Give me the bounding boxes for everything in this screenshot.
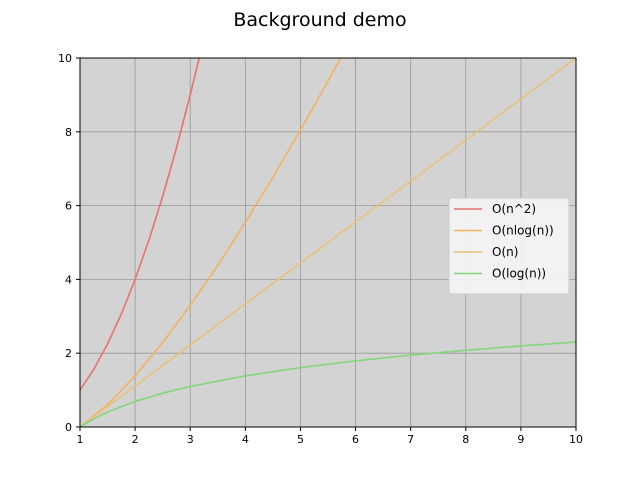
y-tick-label: 8 xyxy=(65,126,72,139)
x-tick-label: 10 xyxy=(569,433,583,446)
y-tick-label: 10 xyxy=(58,52,72,65)
x-tick-label: 3 xyxy=(187,433,194,446)
x-tick-label: 9 xyxy=(517,433,524,446)
x-tick-label: 1 xyxy=(77,433,84,446)
series-line-1 xyxy=(80,58,342,427)
y-tick-label: 4 xyxy=(65,273,72,286)
legend-label-0: O(n^2) xyxy=(492,202,536,216)
y-tick-label: 2 xyxy=(65,347,72,360)
legend-label-2: O(n) xyxy=(492,245,518,259)
chart-title: Background demo xyxy=(233,9,406,31)
y-tick-label: 6 xyxy=(65,200,72,213)
y-axis: 0 2 4 6 8 10 xyxy=(58,52,80,434)
x-tick-label: 7 xyxy=(407,433,414,446)
x-tick-label: 8 xyxy=(462,433,469,446)
x-axis: 1 2 3 4 5 6 7 8 9 10 xyxy=(77,427,583,446)
series-lines xyxy=(80,58,576,427)
series-line-2 xyxy=(80,58,576,427)
plot-frame xyxy=(79,57,577,428)
legend-box xyxy=(448,197,570,295)
series-line-0 xyxy=(80,58,200,391)
x-tick-label: 4 xyxy=(242,433,249,446)
x-tick-label: 6 xyxy=(352,433,359,446)
x-tick-label: 2 xyxy=(132,433,139,446)
x-tick-label: 5 xyxy=(297,433,304,446)
legend-label-3: O(log(n)) xyxy=(492,267,546,281)
legend-label-1: O(nlog(n)) xyxy=(492,224,554,238)
series-line-3 xyxy=(80,341,576,427)
legend: O(n^2) O(nlog(n)) O(n) O(log(n)) xyxy=(448,197,570,295)
y-tick-label: 0 xyxy=(65,421,72,434)
